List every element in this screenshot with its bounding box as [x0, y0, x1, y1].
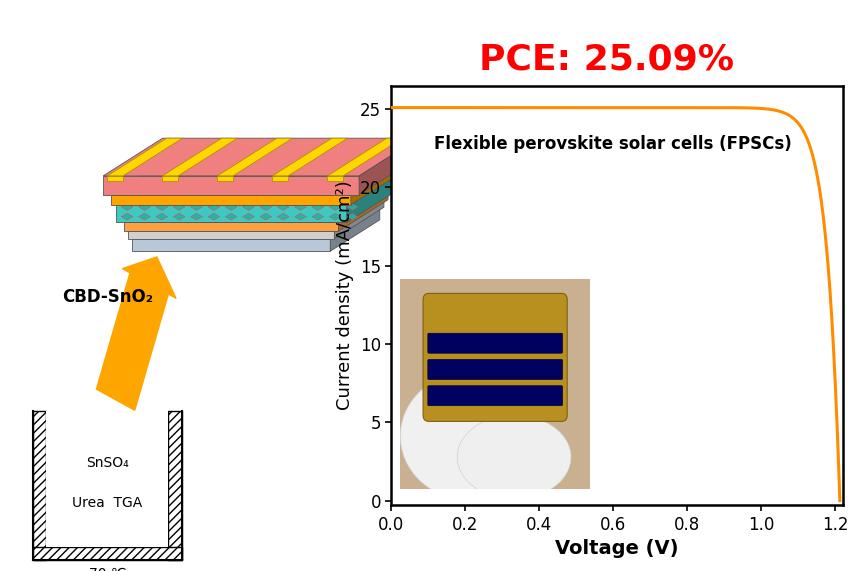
Polygon shape	[347, 213, 359, 220]
Polygon shape	[163, 176, 178, 181]
Polygon shape	[278, 203, 289, 210]
Polygon shape	[124, 222, 339, 231]
Polygon shape	[124, 191, 388, 222]
Polygon shape	[128, 231, 335, 239]
Polygon shape	[174, 203, 185, 210]
Polygon shape	[112, 195, 351, 205]
Polygon shape	[328, 176, 343, 181]
Polygon shape	[347, 170, 402, 222]
X-axis label: Voltage (V): Voltage (V)	[556, 539, 679, 558]
Polygon shape	[103, 138, 419, 176]
Text: Urea  TGA: Urea TGA	[72, 496, 143, 510]
Polygon shape	[208, 213, 219, 220]
Polygon shape	[260, 213, 272, 220]
Polygon shape	[339, 191, 388, 231]
Polygon shape	[312, 203, 323, 210]
Polygon shape	[115, 170, 402, 205]
Polygon shape	[132, 207, 380, 239]
Polygon shape	[112, 159, 408, 195]
Text: PCE: 25.09%: PCE: 25.09%	[479, 43, 734, 77]
Polygon shape	[191, 213, 202, 220]
Polygon shape	[278, 213, 289, 220]
Polygon shape	[347, 203, 359, 210]
Polygon shape	[132, 239, 330, 251]
Polygon shape	[329, 203, 341, 210]
Polygon shape	[295, 203, 306, 210]
Polygon shape	[243, 213, 255, 220]
Polygon shape	[108, 176, 123, 181]
Polygon shape	[138, 203, 150, 210]
Polygon shape	[225, 213, 237, 220]
Polygon shape	[46, 411, 169, 547]
Polygon shape	[295, 213, 306, 220]
Polygon shape	[33, 547, 181, 560]
Polygon shape	[359, 138, 419, 195]
Polygon shape	[225, 203, 237, 210]
Polygon shape	[328, 138, 402, 176]
Polygon shape	[273, 138, 347, 176]
Polygon shape	[329, 213, 341, 220]
Polygon shape	[128, 200, 384, 231]
Polygon shape	[218, 176, 233, 181]
Polygon shape	[169, 411, 181, 560]
Polygon shape	[121, 203, 133, 210]
Polygon shape	[156, 203, 168, 210]
Polygon shape	[208, 203, 219, 210]
Polygon shape	[108, 138, 182, 176]
Polygon shape	[335, 200, 384, 239]
Polygon shape	[33, 411, 46, 560]
Polygon shape	[138, 213, 150, 220]
Y-axis label: Current density (mA/cm²): Current density (mA/cm²)	[336, 180, 354, 411]
Polygon shape	[218, 138, 292, 176]
Polygon shape	[121, 213, 133, 220]
Polygon shape	[330, 207, 380, 251]
Text: CBD-SnO₂: CBD-SnO₂	[62, 288, 153, 306]
Polygon shape	[312, 213, 323, 220]
Polygon shape	[243, 203, 255, 210]
Text: 70 ℃: 70 ℃	[89, 567, 126, 571]
Polygon shape	[260, 203, 272, 210]
Text: Flexible perovskite solar cells (FPSCs): Flexible perovskite solar cells (FPSCs)	[434, 135, 792, 152]
Polygon shape	[273, 176, 288, 181]
Polygon shape	[156, 213, 168, 220]
Polygon shape	[191, 203, 202, 210]
Polygon shape	[115, 205, 347, 222]
Polygon shape	[163, 138, 237, 176]
Polygon shape	[103, 176, 359, 195]
Polygon shape	[174, 213, 185, 220]
FancyArrow shape	[96, 257, 176, 411]
Polygon shape	[351, 159, 408, 205]
Text: SnSO₄: SnSO₄	[86, 456, 129, 470]
